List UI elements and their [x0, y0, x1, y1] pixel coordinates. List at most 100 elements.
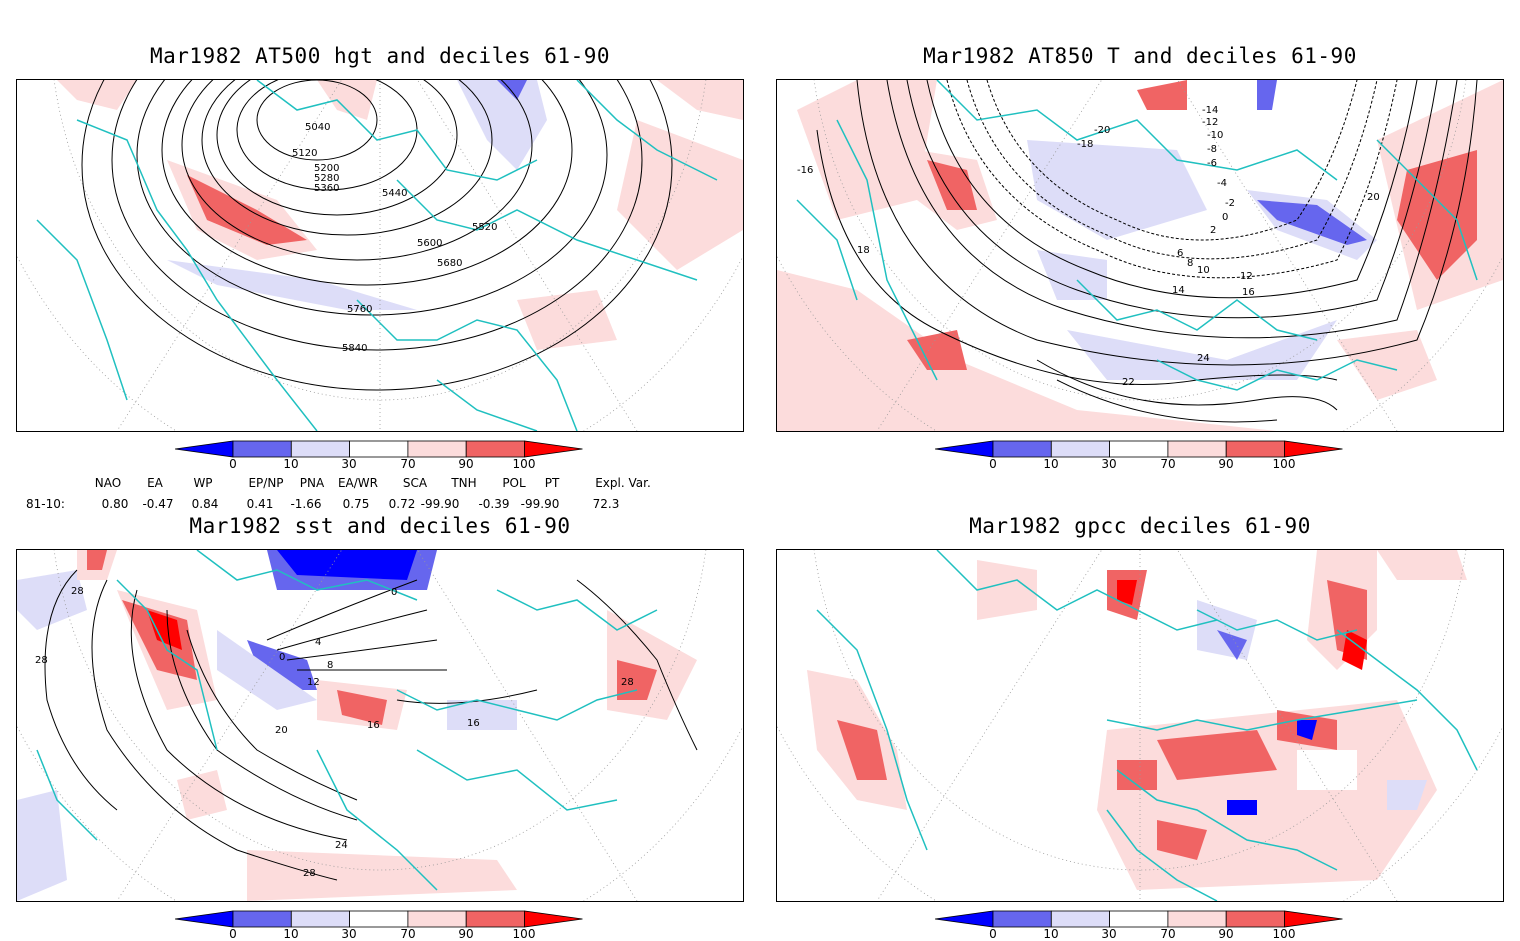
contour-label: -18 [1077, 139, 1093, 150]
index-header: SCA [402, 476, 428, 490]
colorbar-label: 0 [989, 457, 997, 471]
map-sst-svg: 28 28 0 4 8 12 16 16 20 24 28 28 0 [17, 550, 743, 901]
colorbar-label: 0 [229, 927, 237, 941]
colorbar-swatch [1284, 440, 1343, 458]
contour-label: 28 [35, 655, 48, 666]
index-value: 0.72 [388, 497, 416, 511]
contour-label: 4 [315, 637, 321, 648]
contour-label: 8 [327, 660, 333, 671]
contour-label: 0 [1222, 212, 1228, 223]
colorbar-swatch [175, 440, 234, 458]
contour-label: 16 [467, 718, 480, 729]
contour-label: 18 [857, 245, 870, 256]
contour-label: 5680 [437, 258, 462, 269]
map-t850: -16 -14 -12 -10 -8 -6 -4 -2 0 2 6 8 10 1… [776, 79, 1504, 432]
contour-label: 6 [1177, 248, 1183, 259]
colorbar-label: 90 [458, 457, 474, 471]
contour-label: 10 [1197, 265, 1210, 276]
map-gpcc-svg [777, 550, 1503, 901]
colorbar-label: 30 [341, 457, 357, 471]
contour-label: 5520 [472, 222, 497, 233]
colorbar-label: 0 [229, 457, 237, 471]
contour-label: 28 [303, 868, 316, 879]
map-gpcc [776, 549, 1504, 902]
contour-label: 14 [1172, 285, 1185, 296]
colorbar-label: 10 [283, 457, 299, 471]
colorbar-label: 30 [341, 927, 357, 941]
colorbar-label: 90 [458, 927, 474, 941]
contour-label: 22 [1122, 377, 1135, 388]
colorbar-label: 70 [1160, 927, 1176, 941]
index-value: 0.84 [191, 497, 219, 511]
contour-label: 16 [1242, 287, 1255, 298]
contour-label: 24 [335, 840, 348, 851]
colorbar-swatch [1225, 910, 1285, 928]
contour-label: 24 [1197, 353, 1210, 364]
colorbar-swatches [175, 440, 583, 458]
map-hgt500-svg: 5040 5120 5200 5280 5360 5440 5520 5600 … [17, 80, 743, 431]
index-header: POL [502, 476, 526, 490]
index-header: Expl. Var. [595, 476, 651, 490]
colorbar-sst: 0 10 30 70 90 100 [175, 910, 585, 941]
colorbar-swatch [349, 910, 409, 928]
colorbar-label: 70 [400, 927, 416, 941]
index-value: -0.39 [478, 497, 510, 511]
map-hgt500: 5040 5120 5200 5280 5360 5440 5520 5600 … [16, 79, 744, 432]
contour-label: 5760 [347, 304, 372, 315]
contour-label: 12 [1240, 271, 1253, 282]
colorbar-swatch [992, 440, 1052, 458]
colorbar-swatch [524, 440, 583, 458]
panel-title-gpcc: Mar1982 gpcc deciles 61-90 [969, 514, 1311, 538]
index-value: 0.75 [342, 497, 370, 511]
panel-title-sst: Mar1982 sst and deciles 61-90 [189, 514, 571, 538]
contour-label: 5200 [314, 163, 339, 174]
colorbar-hgt500: 0 10 30 70 90 100 [175, 440, 585, 474]
contour-label: 16 [367, 720, 380, 731]
contour-label: -10 [1207, 130, 1223, 141]
contour-label: 12 [307, 677, 320, 688]
map-t850-svg: -16 -14 -12 -10 -8 -6 -4 -2 0 2 6 8 10 1… [777, 80, 1503, 431]
colorbar-swatch [175, 910, 234, 928]
contour-label: 8 [1187, 258, 1193, 269]
index-value: 0.80 [101, 497, 129, 511]
colorbar-swatch [1050, 440, 1111, 458]
contour-label: 2 [1210, 225, 1216, 236]
contour-label: -12 [1202, 117, 1218, 128]
colorbar-label: 100 [1272, 927, 1296, 941]
colorbar-label: 30 [1101, 927, 1117, 941]
colorbar-label: 10 [1043, 457, 1059, 471]
colorbar-swatch [1109, 440, 1169, 458]
index-value: -1.66 [290, 497, 322, 511]
map-sst: 28 28 0 4 8 12 16 16 20 24 28 28 0 [16, 549, 744, 902]
colorbar-gpcc: 0 10 30 70 90 100 [935, 910, 1345, 941]
colorbar-label: 10 [283, 927, 299, 941]
index-header: NAO [94, 476, 122, 490]
colorbar-label: 70 [400, 457, 416, 471]
colorbar-swatch [1225, 440, 1285, 458]
colorbar-t850: 0 10 30 70 90 100 [935, 440, 1345, 474]
index-value: -99.90 [520, 497, 560, 511]
colorbar-swatch [349, 440, 409, 458]
index-header: TNH [451, 476, 477, 490]
colorbar-swatch [1109, 910, 1169, 928]
colorbar-swatch [1167, 910, 1227, 928]
colorbar-label: 100 [512, 457, 536, 471]
colorbar-swatch [290, 440, 351, 458]
colorbar-swatch [465, 910, 525, 928]
contour-label: -2 [1225, 198, 1235, 209]
colorbar-swatches [935, 910, 1343, 928]
colorbar-swatch [465, 440, 525, 458]
colorbar-swatch [290, 910, 351, 928]
colorbar-label: 100 [512, 927, 536, 941]
contour-label: 5040 [305, 122, 330, 133]
colorbar-label: 30 [1101, 457, 1117, 471]
contour-label: 0 [391, 587, 397, 598]
index-value: 0.41 [246, 497, 274, 511]
contour-label: -20 [1094, 125, 1110, 136]
colorbar-label: 90 [1218, 457, 1234, 471]
index-value: 72.3 [592, 497, 620, 511]
contour-label: 5440 [382, 188, 407, 199]
contour-label: -8 [1207, 144, 1217, 155]
colorbar-swatches [175, 910, 583, 928]
panel-title-t850: Mar1982 AT850 T and deciles 61-90 [923, 44, 1357, 68]
